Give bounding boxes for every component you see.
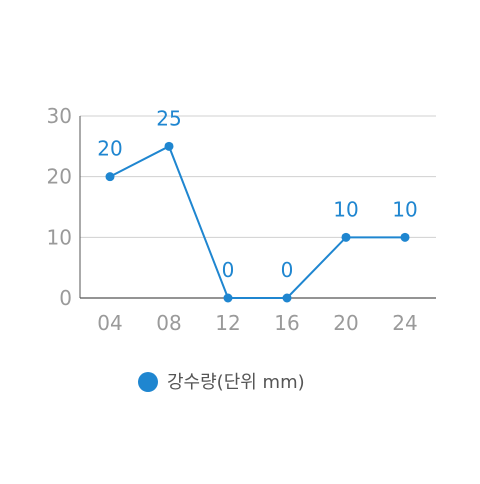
grid-lines: [80, 115, 436, 238]
data-point-04: [105, 172, 115, 182]
data-point-16: [282, 293, 292, 303]
data-labels: 20 25 0 0 10 10: [97, 106, 417, 282]
legend-label: 강수량(단위 mm): [167, 372, 305, 393]
x-tick-24: 24: [392, 311, 417, 335]
x-tick-04: 04: [97, 311, 122, 335]
data-label-04: 20: [97, 137, 122, 161]
x-tick-08: 08: [156, 311, 181, 335]
axes: [79, 116, 436, 299]
data-label-24: 10: [392, 197, 417, 221]
data-point-12: [223, 293, 233, 303]
data-label-16: 0: [281, 258, 294, 282]
data-label-08: 25: [156, 106, 181, 130]
y-tick-10: 10: [47, 225, 72, 249]
legend-marker: [138, 372, 158, 392]
series-rainfall: [105, 141, 410, 303]
data-point-24: [400, 232, 410, 242]
y-tick-0: 0: [59, 286, 72, 310]
x-tick-16: 16: [274, 311, 299, 335]
series-line: [109, 144, 405, 299]
y-tick-labels: 0 10 20 30: [47, 104, 72, 310]
x-tick-labels: 04 08 12 16 20 24: [97, 311, 417, 335]
y-tick-20: 20: [47, 165, 72, 189]
data-point-20: [341, 232, 351, 242]
data-point-08: [164, 141, 174, 151]
legend: 강수량(단위 mm): [138, 372, 305, 393]
y-tick-30: 30: [47, 104, 72, 128]
x-tick-12: 12: [215, 311, 240, 335]
data-label-20: 10: [333, 197, 358, 221]
data-label-12: 0: [222, 258, 235, 282]
x-tick-20: 20: [333, 311, 358, 335]
